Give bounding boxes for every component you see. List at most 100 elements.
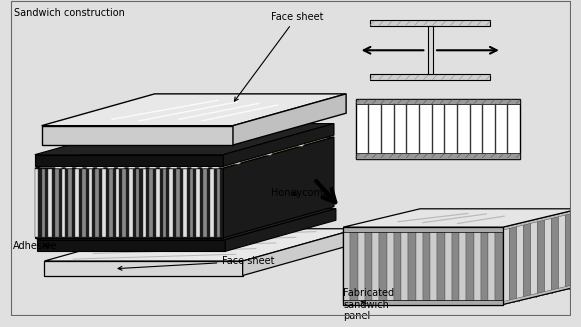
Polygon shape [242, 141, 253, 146]
Polygon shape [158, 146, 169, 151]
Polygon shape [63, 164, 74, 168]
Polygon shape [503, 209, 579, 304]
Polygon shape [200, 155, 210, 160]
Polygon shape [274, 137, 284, 142]
Bar [488, 231, 496, 301]
Polygon shape [200, 141, 211, 146]
Polygon shape [85, 155, 95, 160]
Bar [48, 169, 52, 237]
Polygon shape [210, 164, 221, 168]
Text: Adhesive: Adhesive [13, 241, 57, 250]
Polygon shape [544, 218, 551, 292]
Polygon shape [510, 227, 517, 300]
Polygon shape [35, 155, 223, 166]
Polygon shape [274, 146, 284, 151]
Polygon shape [74, 164, 85, 168]
Bar [176, 169, 180, 237]
Bar [401, 231, 408, 301]
Bar [343, 231, 350, 301]
Polygon shape [116, 155, 127, 160]
Polygon shape [221, 141, 232, 146]
Polygon shape [106, 159, 116, 164]
Polygon shape [242, 146, 253, 151]
Polygon shape [168, 164, 179, 168]
Polygon shape [127, 146, 138, 151]
Polygon shape [179, 159, 189, 164]
Bar [55, 169, 59, 237]
Text: Honeycomb: Honeycomb [271, 188, 329, 198]
Polygon shape [223, 124, 334, 166]
Polygon shape [263, 146, 274, 151]
Text: Face sheet: Face sheet [118, 256, 275, 270]
Polygon shape [551, 217, 558, 290]
Polygon shape [106, 150, 116, 155]
Polygon shape [180, 141, 190, 146]
Polygon shape [42, 94, 346, 126]
Polygon shape [116, 164, 127, 168]
Bar [496, 231, 503, 301]
Polygon shape [242, 137, 253, 142]
Polygon shape [179, 155, 189, 160]
Bar [69, 169, 72, 237]
Polygon shape [127, 141, 138, 146]
Polygon shape [221, 159, 231, 164]
Polygon shape [231, 159, 242, 164]
Polygon shape [558, 215, 565, 288]
Polygon shape [148, 137, 159, 142]
Polygon shape [158, 150, 168, 155]
Polygon shape [530, 222, 537, 295]
Polygon shape [253, 146, 263, 151]
Polygon shape [572, 212, 579, 285]
Polygon shape [263, 137, 274, 142]
Bar [415, 231, 423, 301]
Bar [343, 227, 503, 304]
Polygon shape [37, 240, 225, 251]
Bar [474, 231, 481, 301]
Bar [356, 153, 520, 159]
Polygon shape [537, 220, 544, 293]
Bar [102, 169, 106, 237]
Bar [372, 231, 379, 301]
Bar [444, 231, 452, 301]
Bar [370, 75, 490, 80]
Polygon shape [148, 146, 159, 151]
Polygon shape [253, 141, 263, 146]
Bar [387, 231, 394, 301]
Polygon shape [189, 150, 200, 155]
Polygon shape [295, 141, 305, 146]
Polygon shape [169, 137, 180, 142]
Polygon shape [35, 124, 334, 155]
Polygon shape [503, 209, 579, 304]
Polygon shape [263, 150, 274, 155]
Polygon shape [168, 155, 179, 160]
Polygon shape [127, 159, 137, 164]
Bar [343, 300, 503, 304]
Bar [481, 231, 488, 301]
Bar [41, 169, 45, 237]
Polygon shape [95, 155, 106, 160]
Bar [452, 231, 459, 301]
Polygon shape [295, 137, 305, 142]
Polygon shape [210, 159, 221, 164]
Polygon shape [42, 126, 233, 145]
Polygon shape [200, 146, 211, 151]
Polygon shape [106, 155, 116, 160]
Bar [343, 227, 503, 304]
Polygon shape [158, 159, 168, 164]
Polygon shape [189, 164, 200, 168]
Polygon shape [243, 229, 357, 276]
Polygon shape [95, 159, 106, 164]
Polygon shape [252, 150, 263, 155]
Polygon shape [116, 146, 127, 151]
Bar [379, 231, 387, 301]
Polygon shape [231, 155, 242, 160]
Bar [428, 26, 433, 75]
Polygon shape [35, 137, 334, 168]
Polygon shape [148, 155, 158, 160]
Polygon shape [106, 164, 116, 168]
Polygon shape [253, 137, 263, 142]
Polygon shape [200, 164, 210, 168]
Polygon shape [517, 225, 523, 298]
Polygon shape [85, 159, 95, 164]
Polygon shape [137, 141, 148, 146]
